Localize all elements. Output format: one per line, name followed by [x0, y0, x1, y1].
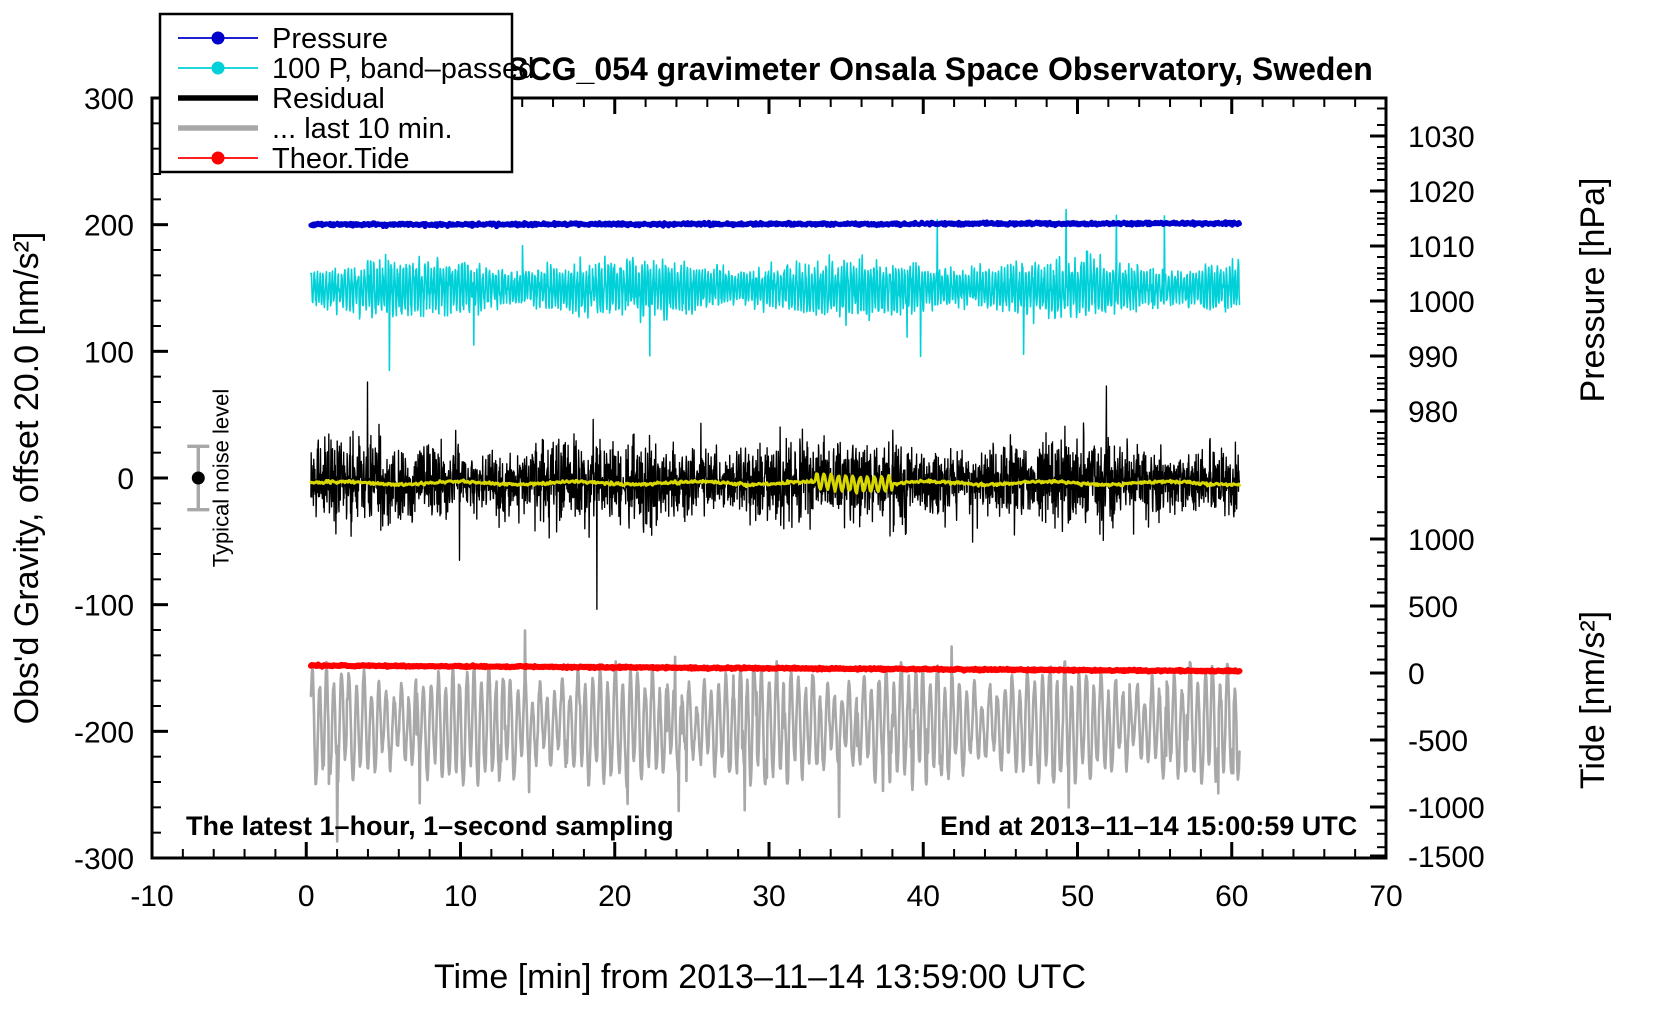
tide-tick-label: 500 [1408, 591, 1458, 624]
tide-tick-label: -1500 [1408, 841, 1485, 874]
data-traces [307, 208, 1243, 843]
noise-level-label: Typical noise level [208, 389, 233, 568]
x-tick-label: 40 [907, 880, 940, 913]
legend-label: Pressure [272, 23, 388, 55]
pressure-tick-label: 1020 [1408, 176, 1475, 209]
page-title: SCG_054 gravimeter Onsala Space Observat… [507, 51, 1373, 87]
legend-label: 100 P, band–passed [272, 53, 534, 85]
y-tick-label: 300 [84, 83, 134, 116]
trace-pressure [308, 219, 1242, 230]
end-time-note: End at 2013–11–14 15:00:59 UTC [940, 811, 1357, 841]
legend-label: Theor.Tide [272, 143, 410, 175]
y-axis-title-left: Obs'd Gravity, offset 20.0 [nm/s²] [8, 232, 46, 725]
tide-tick-label: -1000 [1408, 792, 1485, 825]
tide-tick-label: 0 [1408, 658, 1425, 691]
legend-item[interactable]: Residual [178, 83, 385, 115]
tide-tick-label: 1000 [1408, 524, 1475, 557]
y-tick-label: -200 [74, 716, 134, 749]
x-tick-label: 70 [1369, 880, 1402, 913]
y-axis-left: 300 200 100 0 -100 -200 -300 [74, 83, 168, 876]
x-tick-label: -10 [130, 880, 173, 913]
pressure-tick-label: 1030 [1408, 121, 1475, 154]
tide-tick-label: -500 [1408, 725, 1468, 758]
sampling-note: The latest 1–hour, 1–second sampling [186, 811, 674, 841]
legend-item[interactable]: Theor.Tide [178, 143, 410, 175]
noise-level-annotation: Typical noise level [187, 389, 233, 568]
y-axis-right-tide: 1000 500 0 -500 -1000 -1500 [1370, 511, 1485, 874]
x-tick-label: 30 [752, 880, 785, 913]
trace-smoothed-residual [309, 472, 1241, 495]
legend-item[interactable]: 100 P, band–passed [178, 53, 534, 85]
x-tick-label: 60 [1215, 880, 1248, 913]
legend-marker-dot [211, 61, 225, 75]
x-tick-label: 10 [444, 880, 477, 913]
legend-label: Residual [272, 83, 385, 115]
x-tick-label: 0 [298, 880, 315, 913]
pressure-tick-label: 1010 [1408, 231, 1475, 264]
x-tick-label: 20 [598, 880, 631, 913]
y-tick-label: 200 [84, 210, 134, 243]
legend-item[interactable]: Pressure [178, 23, 388, 55]
pressure-tick-label: 980 [1408, 396, 1458, 429]
pressure-tick-label: 990 [1408, 341, 1458, 374]
y-tick-label: 0 [117, 463, 134, 496]
legend-marker-dot [211, 151, 225, 165]
pressure-tick-label: 1000 [1408, 286, 1475, 319]
y-axis-title-tide: Tide [nm/s²] [1574, 611, 1612, 789]
legend-label: ... last 10 min. [272, 113, 453, 145]
trace-band-passed-pressure [310, 208, 1241, 372]
y-tick-label: -100 [74, 590, 134, 623]
legend-item[interactable]: ... last 10 min. [178, 113, 453, 145]
trace-last-10-min [309, 629, 1241, 843]
x-axis: -10 0 10 20 30 40 50 60 70 [130, 98, 1403, 913]
y-axis-title-pressure: Pressure [hPa] [1574, 178, 1612, 403]
noise-level-dot [191, 471, 205, 485]
legend-marker-dot [211, 31, 225, 45]
trace-residual [310, 381, 1241, 610]
y-tick-label: 100 [84, 336, 134, 369]
x-tick-label: 50 [1061, 880, 1094, 913]
y-tick-label: -300 [74, 843, 134, 876]
trace-theoretical-tide [307, 661, 1243, 675]
x-axis-title: Time [min] from 2013–11–14 13:59:00 UTC [434, 958, 1086, 996]
y-axis-right-pressure: 1030 1020 1010 1000 990 980 [1370, 107, 1475, 478]
